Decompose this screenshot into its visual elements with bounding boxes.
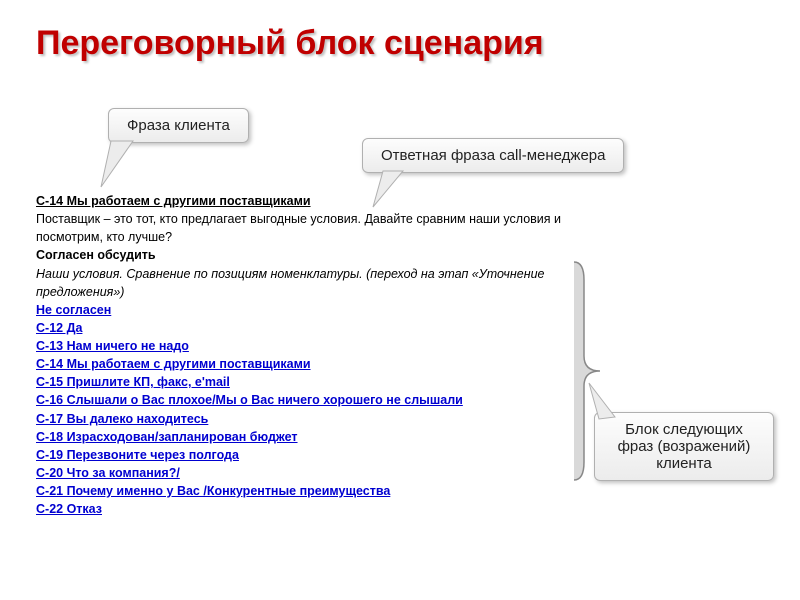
callout-tail-icon xyxy=(99,141,139,191)
script-link[interactable]: С-21 Почему именно у Вас /Конкурентные п… xyxy=(36,482,596,500)
script-body: Поставщик – это тот, кто предлагает выго… xyxy=(36,210,596,246)
callout-client-label: Фраза клиента xyxy=(127,117,230,134)
script-link[interactable]: С-13 Нам ничего не надо xyxy=(36,337,596,355)
script-link[interactable]: С-22 Отказ xyxy=(36,500,596,518)
page-title: Переговорный блок сценария xyxy=(0,0,800,63)
callout-client-phrase: Фраза клиента xyxy=(108,108,249,143)
callout-manager-label: Ответная фраза call-менеджера xyxy=(381,147,605,164)
script-link[interactable]: С-17 Вы далеко находитесь xyxy=(36,410,596,428)
script-link[interactable]: С-15 Пришлите КП, факс, e'mail xyxy=(36,373,596,391)
callout-manager-response: Ответная фраза call-менеджера xyxy=(362,138,624,173)
link-list: Не согласенС-12 ДаС-13 Нам ничего не над… xyxy=(36,301,596,519)
script-link[interactable]: С-16 Слышали о Вас плохое/Мы о Вас ничег… xyxy=(36,391,596,409)
script-link[interactable]: С-20 Что за компания?/ xyxy=(36,464,596,482)
script-link[interactable]: С-14 Мы работаем с другими поставщиками xyxy=(36,355,596,373)
script-agree: Согласен обсудить xyxy=(36,246,596,264)
script-heading: С-14 Мы работаем с другими поставщиками xyxy=(36,192,596,210)
callout-next-block: Блок следующих фраз (возражений) клиента xyxy=(594,412,774,481)
script-content: С-14 Мы работаем с другими поставщиками … xyxy=(36,192,596,518)
script-link[interactable]: Не согласен xyxy=(36,301,596,319)
callout-tail-icon xyxy=(589,383,629,423)
script-note: Наши условия. Сравнение по позициям номе… xyxy=(36,265,596,301)
script-link[interactable]: С-18 Израсходован/запланирован бюджет xyxy=(36,428,596,446)
script-link[interactable]: С-19 Перезвоните через полгода xyxy=(36,446,596,464)
callout-next-label: Блок следующих фраз (возражений) клиента xyxy=(618,421,751,472)
script-link[interactable]: С-12 Да xyxy=(36,319,596,337)
